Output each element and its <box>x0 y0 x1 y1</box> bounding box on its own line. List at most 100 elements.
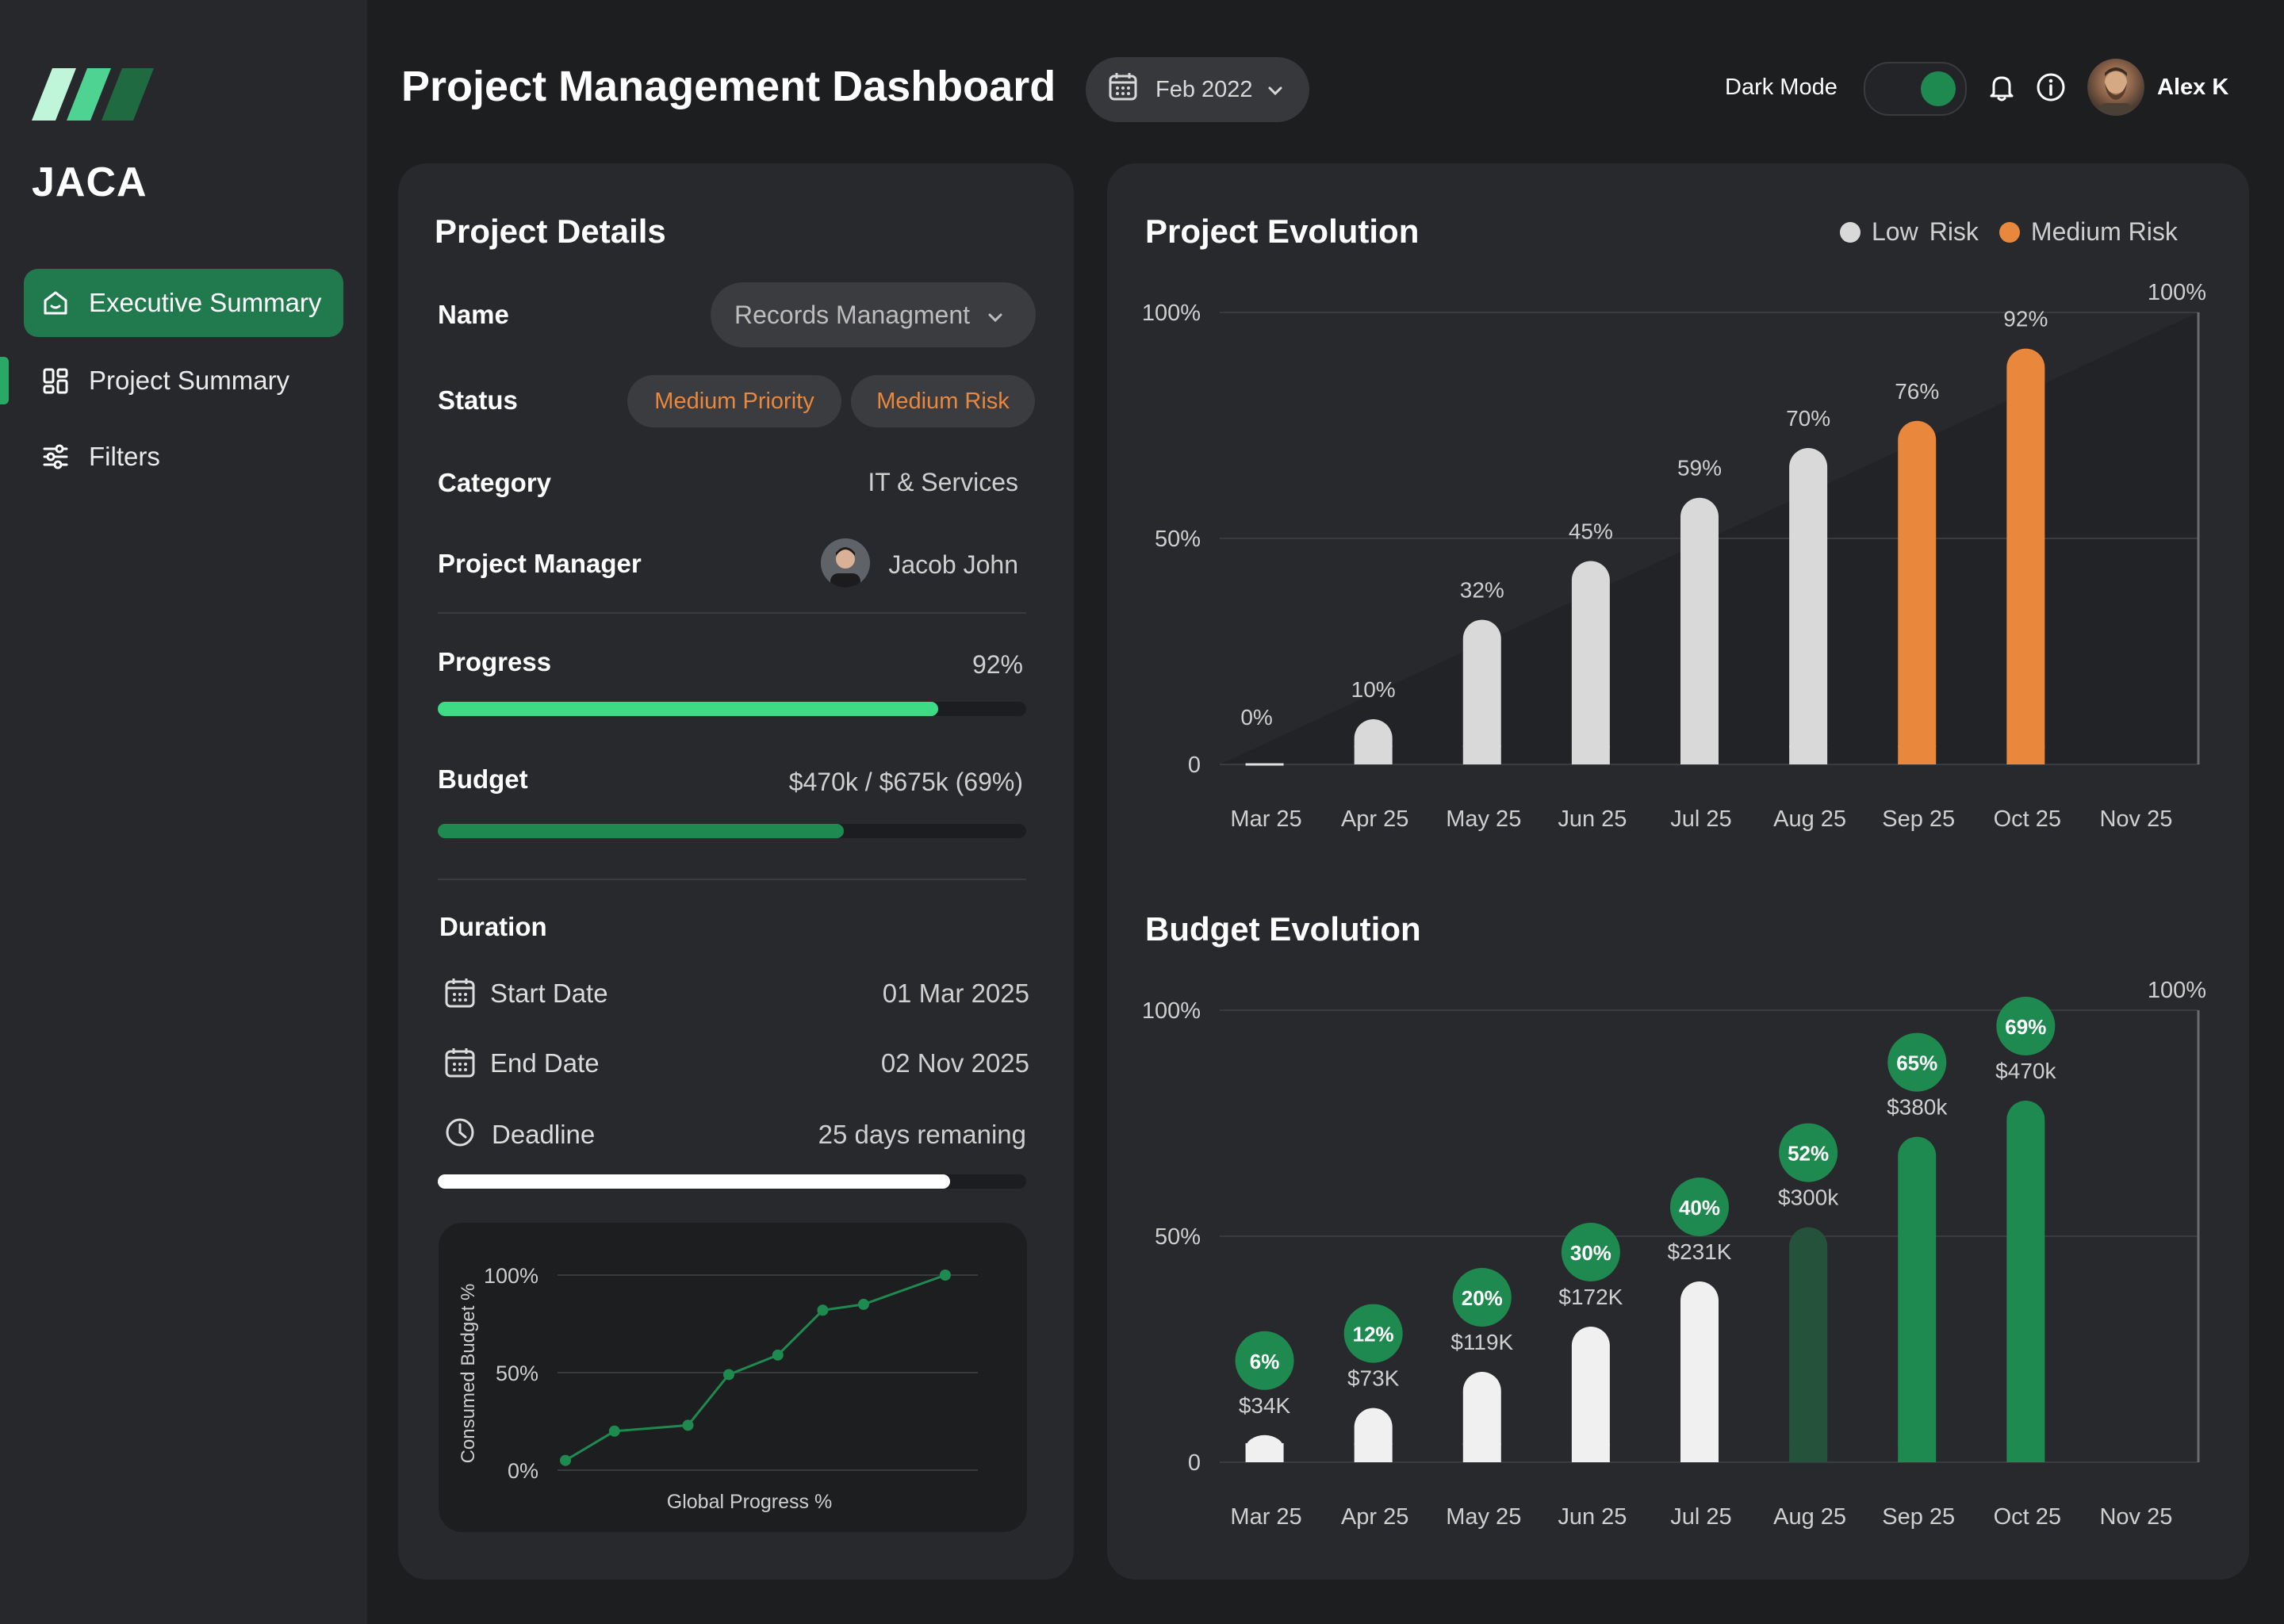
name-label: Name <box>438 300 509 329</box>
data-point <box>723 1369 734 1381</box>
y-tick-label: 0% <box>508 1459 538 1483</box>
percent-badge <box>1670 1178 1729 1236</box>
brand-logo <box>32 68 154 121</box>
percent-badge-label: 52% <box>1788 1142 1829 1166</box>
bar-label: 92% <box>2003 307 2048 331</box>
progress-label: Progress <box>438 647 552 676</box>
sidebar-item-label: Filters <box>89 442 160 471</box>
date-picker[interactable]: Feb 2022 <box>1086 57 1309 122</box>
bar-amount-label: $231K <box>1668 1239 1732 1264</box>
bar <box>1680 1281 1719 1462</box>
sidebar-item-executive-summary[interactable]: Executive Summary <box>24 269 343 337</box>
bar-base <box>1245 1443 1284 1462</box>
percent-badge-label: 65% <box>1896 1051 1937 1075</box>
bar-base <box>1898 745 1937 764</box>
bar-base <box>1789 1443 1828 1462</box>
bar-base <box>1571 1443 1610 1462</box>
y-tick-label: 100% <box>1142 301 1201 326</box>
bar-amount-label: $380k <box>1887 1095 1948 1120</box>
deadline-value: 25 days remaning <box>818 1120 1026 1149</box>
project-name-value: Records Managment <box>734 300 971 329</box>
data-point <box>939 1270 951 1281</box>
bar-base <box>1462 1443 1501 1462</box>
progress-value: 92% <box>971 650 1023 679</box>
y-tick-label: 0 <box>1188 1450 1201 1476</box>
x-tick-label: Apr 25 <box>1341 806 1408 832</box>
data-point <box>682 1419 694 1431</box>
sidebar-item-label: Project Summary <box>89 366 290 395</box>
start-date-label: Start Date <box>490 979 608 1008</box>
bar-base <box>1354 745 1393 764</box>
bar-amount-label: $119K <box>1450 1330 1513 1354</box>
legend-risk: Risk <box>1929 217 1979 246</box>
chevron-down-icon <box>1267 77 1283 103</box>
percent-badge-label: 12% <box>1353 1323 1394 1346</box>
budget-label: Budget <box>438 764 528 794</box>
end-date-label: End Date <box>490 1048 600 1078</box>
chevron-down-icon <box>987 301 1003 330</box>
percent-badge <box>1996 997 2056 1055</box>
x-tick-label: Nov 25 <box>2099 806 2172 832</box>
budget-value: $470k / $675k (69%) <box>788 768 1023 796</box>
data-point <box>560 1454 571 1466</box>
clock-icon <box>446 1118 474 1147</box>
progress-bar-fill <box>438 702 938 716</box>
percent-badge <box>1343 1304 1403 1363</box>
percent-badge-label: 30% <box>1570 1241 1611 1265</box>
right-axis-label: 100% <box>2148 280 2206 305</box>
y-tick-label: 100% <box>1142 998 1201 1024</box>
budget-vs-progress-svg: 100% 50% 0% Global Progress % Consumed Budge… <box>458 1264 978 1513</box>
bar-amount-label: $470k <box>1995 1059 2056 1083</box>
user-name[interactable]: Alex K <box>2157 75 2229 100</box>
dark-mode-toggle[interactable] <box>1864 62 1967 116</box>
manager-label: Project Manager <box>438 549 642 578</box>
bar-base <box>1354 1443 1393 1462</box>
x-tick-label: May 25 <box>1446 806 1521 832</box>
bar <box>1462 619 1501 764</box>
legend-medium-risk: Medium Risk <box>2030 217 2178 246</box>
category-value: IT & Services <box>868 468 1018 496</box>
sidebar-item-project-summary[interactable]: Project Summary <box>24 347 343 415</box>
deadline-label: Deadline <box>492 1120 596 1149</box>
budget-evolution-chart: 100% 50% 0 100% Mar 25 Apr 25 May 25 Jun 25 Jul … <box>1142 978 2206 1530</box>
bar-base <box>1462 745 1501 764</box>
sidebar-item-filters[interactable]: Filters <box>24 423 343 491</box>
sliders-icon <box>40 441 71 473</box>
x-tick-label: Jul 25 <box>1670 806 1731 832</box>
right-axis-label: 100% <box>2148 978 2206 1003</box>
risk-badge: Medium Risk <box>851 375 1035 427</box>
bar-label: 70% <box>1786 406 1830 431</box>
priority-badge: Medium Priority <box>627 375 841 427</box>
calendar-icon <box>445 1048 475 1078</box>
project-evolution-chart: 100% 50% 0 100% Mar 25 Apr 25 May 25 Jun 25 Jul … <box>1142 280 2206 832</box>
bar-label: 32% <box>1460 578 1504 603</box>
progress-bar <box>438 702 1026 716</box>
percent-badge-label: 40% <box>1679 1196 1720 1220</box>
sidebar-item-label: Executive Summary <box>89 288 322 317</box>
end-date-value: 02 Nov 2025 <box>880 1048 1029 1078</box>
percent-badge <box>1561 1223 1620 1281</box>
bar <box>1680 497 1719 764</box>
user-avatar[interactable] <box>2087 59 2144 116</box>
project-name-select[interactable]: Records Managment <box>711 282 1036 347</box>
info-icon[interactable] <box>2035 71 2067 103</box>
data-point <box>817 1304 829 1316</box>
bell-icon[interactable] <box>1986 71 2018 103</box>
duration-label: Duration <box>439 912 547 941</box>
bar <box>1898 420 1937 764</box>
y-tick-label: 100% <box>484 1264 538 1288</box>
brand-name: JACA <box>32 159 148 205</box>
page-title: Project Management Dashboard <box>401 63 1056 110</box>
bar-base <box>2006 1443 2045 1462</box>
sidebar: JACA Executive Summary Project Summary F… <box>0 0 367 1624</box>
divider <box>438 612 1026 614</box>
bar-base <box>1898 1443 1937 1462</box>
x-tick-label: Nov 25 <box>2099 1504 2172 1530</box>
nav-active-marker <box>0 357 9 404</box>
bar-base <box>2006 745 2045 764</box>
bar-label: 0% <box>1240 705 1272 730</box>
deadline-bar <box>438 1174 1026 1189</box>
percent-badge <box>1235 1331 1294 1390</box>
category-label: Category <box>438 468 552 497</box>
x-tick-label: Sep 25 <box>1882 1504 1955 1530</box>
